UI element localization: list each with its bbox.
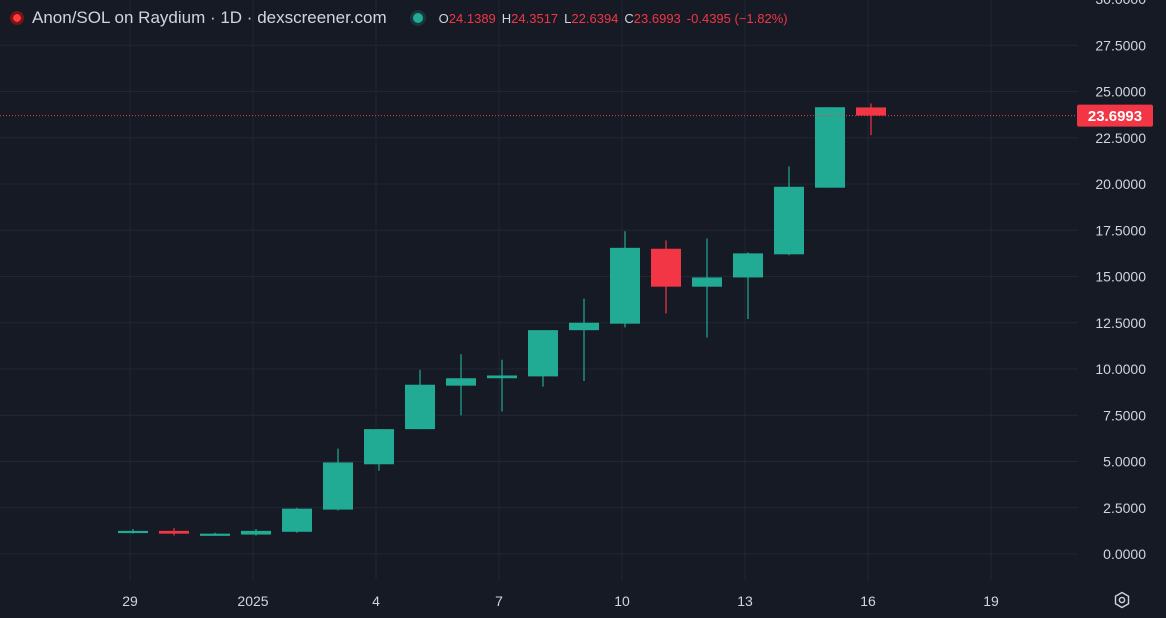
candle[interactable] xyxy=(405,369,435,430)
grid-lines xyxy=(0,0,1078,580)
y-tick-label: 12.5000 xyxy=(1095,315,1146,331)
candle[interactable] xyxy=(692,238,722,338)
candles xyxy=(118,103,886,536)
y-tick-label: 17.5000 xyxy=(1095,222,1146,238)
low-label: L xyxy=(564,10,572,26)
y-tick-label: 22.5000 xyxy=(1095,130,1146,146)
y-tick-label: 30.0000 xyxy=(1095,0,1146,7)
x-tick-label: 7 xyxy=(495,593,503,609)
x-tick-label: 19 xyxy=(983,593,999,609)
x-tick-label: 10 xyxy=(614,593,630,609)
y-tick-label: 5.0000 xyxy=(1103,454,1146,470)
y-tick-label: 2.5000 xyxy=(1103,500,1146,516)
candle[interactable] xyxy=(774,166,804,256)
candle[interactable] xyxy=(815,107,845,188)
candle[interactable] xyxy=(569,298,599,382)
candle-body xyxy=(733,253,763,278)
x-tick-label: 13 xyxy=(737,593,753,609)
candle-body xyxy=(446,378,476,386)
x-tick-label: 16 xyxy=(860,593,876,609)
y-tick-label: 7.5000 xyxy=(1103,407,1146,423)
candle-body xyxy=(405,384,435,430)
candle-body xyxy=(487,375,517,379)
x-tick-label: 2025 xyxy=(237,593,268,609)
close-value: 23.6993 xyxy=(633,10,681,26)
candle-body xyxy=(651,248,681,287)
candle[interactable] xyxy=(651,240,681,314)
candle[interactable] xyxy=(159,528,189,536)
open-label: O xyxy=(438,10,449,26)
candle-body xyxy=(323,462,353,510)
candle[interactable] xyxy=(528,330,558,387)
y-tick-label: 15.0000 xyxy=(1095,269,1146,285)
candle-body xyxy=(815,107,845,188)
candle[interactable] xyxy=(364,429,394,471)
y-tick-label: 27.5000 xyxy=(1095,37,1146,53)
chart-title: Anon/SOL on Raydium · 1D · dexscreener.c… xyxy=(32,8,387,27)
high-value: 24.3517 xyxy=(511,10,559,26)
candle[interactable] xyxy=(856,103,886,136)
candle[interactable] xyxy=(733,252,763,320)
candle-body xyxy=(528,330,558,377)
candle-body xyxy=(364,429,394,465)
change-value: -0.4395 (−1.82%) xyxy=(686,10,788,26)
high-label: H xyxy=(501,10,512,26)
time-axis[interactable]: 29 2025 4 7 10 13 16 19 xyxy=(122,593,999,609)
chart-legend: Anon/SOL on Raydium · 1D · dexscreener.c… xyxy=(10,6,788,30)
low-value: 22.6394 xyxy=(571,10,619,26)
live-status-icon xyxy=(10,11,24,25)
candle-body xyxy=(241,530,271,535)
candle[interactable] xyxy=(118,529,148,534)
candle-body xyxy=(692,277,722,287)
status-dot-icon xyxy=(412,13,423,23)
candle-body xyxy=(118,530,148,534)
ohlc-values: O 24.1389 H 24.3517 L 22.6394 C 23.6993 -0.4… xyxy=(439,11,788,26)
y-tick-label: 0.0000 xyxy=(1103,546,1146,562)
x-tick-label: 29 xyxy=(122,593,138,609)
last-price-line: 23.6993 xyxy=(0,104,1153,127)
close-label: C xyxy=(624,10,634,26)
candle-body xyxy=(200,533,230,536)
candle[interactable] xyxy=(241,529,271,536)
y-tick-label: 20.0000 xyxy=(1095,176,1146,192)
candle[interactable] xyxy=(200,532,230,536)
y-tick-label: 25.0000 xyxy=(1095,84,1146,100)
settings-gear-icon[interactable] xyxy=(1113,591,1131,609)
candle-body xyxy=(774,186,804,255)
candle[interactable] xyxy=(446,354,476,416)
candle-body xyxy=(610,247,640,324)
open-value: 24.1389 xyxy=(448,10,496,26)
candle-body xyxy=(159,530,189,534)
x-tick-label: 4 xyxy=(372,593,380,609)
candle[interactable] xyxy=(282,507,312,533)
price-axis[interactable]: 0.0000 2.5000 5.0000 7.5000 10.0000 12.5000 15… xyxy=(1095,0,1146,562)
candle-body xyxy=(569,322,599,331)
candle-body xyxy=(856,107,886,116)
candle[interactable] xyxy=(610,231,640,328)
candle-body xyxy=(282,508,312,532)
last-price-badge xyxy=(1077,104,1153,127)
candle[interactable] xyxy=(487,359,517,412)
last-price-label: 23.6993 xyxy=(1088,108,1142,125)
y-tick-label: 10.0000 xyxy=(1095,361,1146,377)
candle[interactable] xyxy=(323,448,353,511)
